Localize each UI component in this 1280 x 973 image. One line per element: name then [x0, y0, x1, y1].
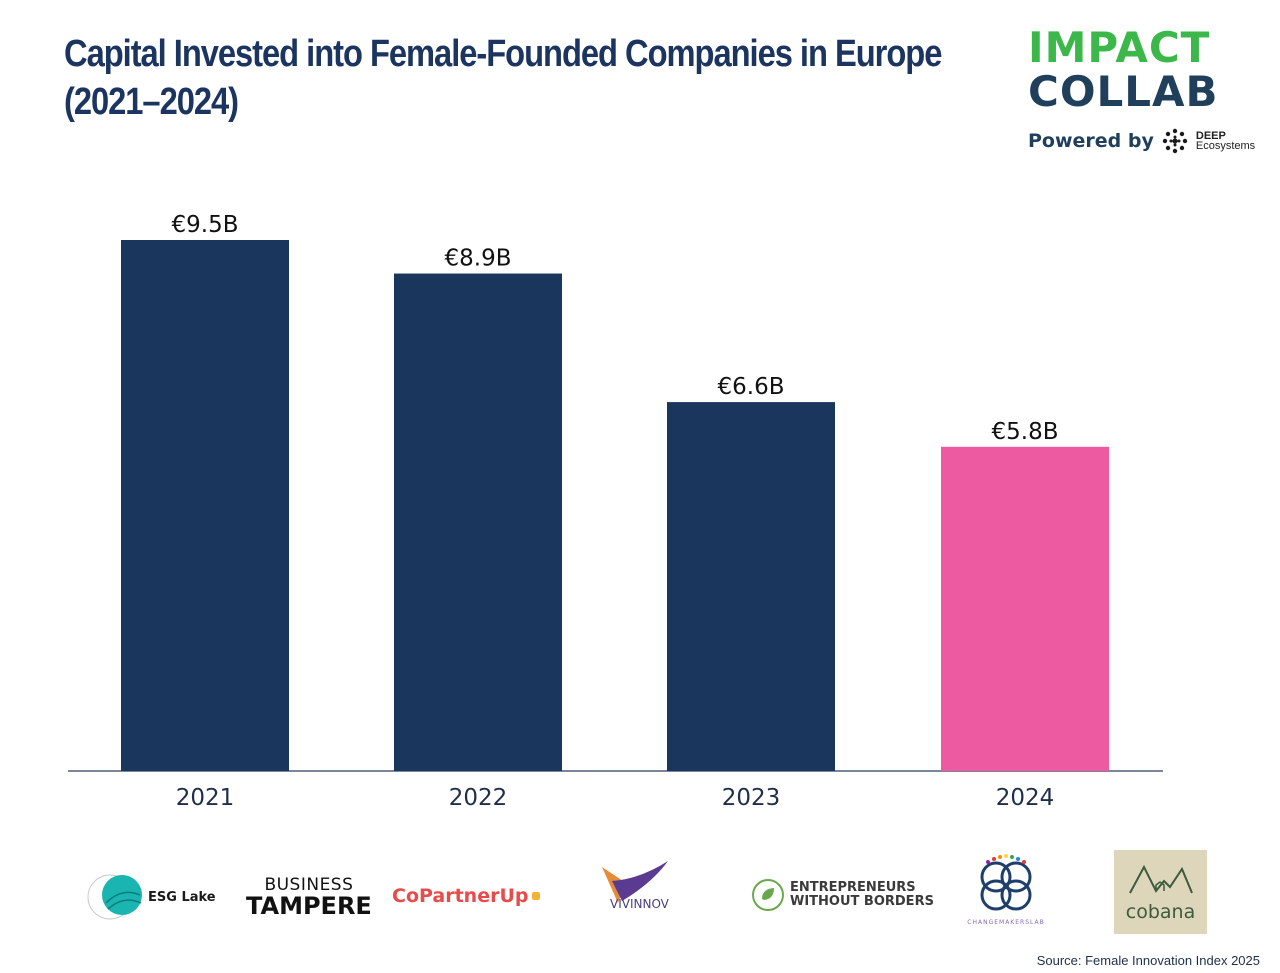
deep-ecosystems-top: DEEP [1195, 130, 1226, 142]
changemakerslab-rings-icon [980, 854, 1032, 911]
chart-title-line2: (2021–2024) [64, 81, 239, 123]
bar-chart: €9.5B 2021 €8.9B 2022 €6.6B 2023 €5.8B 2024 [68, 212, 1163, 811]
ewb-line1: ENTREPRENEURS [790, 880, 916, 895]
copartnerup-name: CoPartnerUp [392, 885, 529, 907]
powered-by: Powered by DEEP Ecosystems [1028, 128, 1268, 154]
partner-logos: ESG Lake BUSINESS TAMPERE CoPartnerUp VI… [0, 845, 1280, 940]
source-note: Source: Female Innovation Index 2025 [1036, 953, 1260, 968]
esg-lake-name: ESG Lake [148, 889, 216, 905]
changemakerslab-logo[interactable]: CHANGEMAKERSLAB [966, 853, 1046, 926]
copartnerup-mark-icon [531, 892, 540, 900]
business-tampere-logo[interactable]: BUSINESS TAMPERE [246, 875, 372, 920]
changemakerslab-name: CHANGEMAKERSLAB [967, 919, 1045, 926]
copartnerup-logo[interactable]: CoPartnerUp [392, 885, 540, 907]
data-label-2024: €5.8B [992, 419, 1059, 445]
ewb-leaf-icon [752, 879, 784, 911]
deep-ecosystems-dots-icon [1162, 128, 1188, 154]
cobana-logo[interactable]: cobana [1114, 850, 1207, 934]
entrepreneurs-without-borders-logo[interactable]: ENTREPRENEURS WITHOUT BORDERS [752, 879, 934, 911]
powered-by-text: Powered by [1028, 130, 1154, 152]
esg-lake-icon [87, 874, 142, 920]
x-tick-label-2021: 2021 [176, 785, 235, 811]
bar-2023 [667, 402, 835, 771]
data-label-2021: €9.5B [172, 212, 239, 238]
brand-line2: COLLAB [1028, 67, 1219, 116]
esg-lake-logo[interactable]: ESG Lake [84, 873, 216, 921]
ewb-line2: WITHOUT BORDERS [790, 894, 934, 909]
brand-line1: IMPACT [1028, 23, 1211, 72]
business-tampere-line2: TAMPERE [246, 892, 372, 920]
deep-ecosystems-bottom: Ecosystems [1195, 140, 1256, 152]
cobana-name: cobana [1125, 901, 1196, 923]
data-label-2022: €8.9B [445, 246, 512, 272]
deep-ecosystems-name: DEEP Ecosystems [1195, 130, 1256, 152]
data-label-2023: €6.6B [718, 374, 785, 400]
bar-2021 [121, 240, 289, 771]
business-tampere-line1: BUSINESS [264, 875, 354, 895]
chart-title-line1: Capital Invested into Female-Founded Com… [64, 33, 942, 75]
vivinnov-bird-icon [602, 861, 668, 903]
impact-collab-logo[interactable]: IMPACT COLLAB Powered by DEEP Ecosystems [1028, 26, 1268, 154]
vivinnov-logo[interactable]: VIVINNOV [600, 859, 670, 911]
x-tick-label-2022: 2022 [449, 785, 508, 811]
bar-2024 [941, 446, 1109, 771]
cobana-mountains-icon [1128, 864, 1193, 894]
x-tick-label-2024: 2024 [996, 785, 1055, 811]
vivinnov-name: VIVINNOV [610, 897, 669, 911]
chart-title: Capital Invested into Female-Founded Com… [64, 30, 942, 126]
x-tick-label-2023: 2023 [722, 785, 781, 811]
bar-2022 [394, 273, 562, 771]
